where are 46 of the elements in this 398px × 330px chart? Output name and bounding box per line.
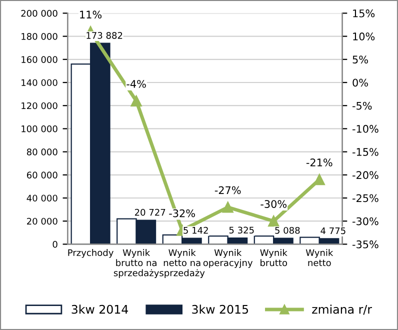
y-tick-label: 80 000: [26, 148, 58, 156]
point: [130, 95, 142, 107]
y2-tick-label: 15%: [353, 9, 375, 18]
y-tick-label: 20 000: [27, 218, 58, 225]
data-label: 5 325: [229, 226, 254, 234]
x-tick-label: Wynik netto: [306, 249, 334, 266]
point: [268, 216, 280, 227]
y2-tick-label: -5%: [352, 102, 372, 110]
data-label: 5 142: [184, 226, 208, 234]
y2-tick-label: 0%: [352, 78, 368, 87]
x-tick-label: Wynik brutto na sprzedaży: [114, 249, 159, 278]
y2-tick-label: -35%: [352, 240, 378, 248]
data-label: -30%: [260, 200, 287, 208]
y-tick-label: 40 000: [26, 194, 58, 202]
y-tick-label: 100 000: [22, 125, 58, 132]
data-label: 20 727: [134, 208, 166, 216]
legend-label: 3kw 2014: [72, 304, 128, 314]
legend-label: zmiana r/r: [312, 304, 372, 315]
data-label: -27%: [214, 186, 241, 194]
x-tick-label: Wynik brutto: [260, 249, 288, 266]
data-label: -32%: [169, 209, 195, 218]
y2-tick-label: -25%: [352, 194, 378, 202]
y2-tick-label: -10%: [352, 124, 378, 133]
x-tick-label: Wynik operacyjny: [203, 249, 253, 268]
y-tick-label: 0: [52, 240, 58, 248]
y2-tick-label: 10%: [353, 32, 375, 40]
y2-tick-label: -15%: [352, 148, 378, 156]
y-tick-label: 120 000: [22, 102, 58, 110]
y2-tick-label: -30%: [352, 217, 378, 226]
data-label: 5 088: [275, 226, 300, 234]
y-tick-label: 60 000: [26, 172, 58, 178]
x-tick-label: Przychody: [68, 249, 114, 258]
data-label: -21%: [306, 158, 332, 166]
y-tick-label: 140 000: [22, 79, 58, 86]
point: [222, 202, 234, 213]
legend-label: 3kw 2015: [192, 304, 248, 314]
y-tick-label: 180 000: [22, 33, 58, 40]
data-label: 11%: [80, 10, 102, 19]
y-tick-label: 160 000: [22, 56, 58, 63]
data-label: 4 775: [320, 227, 346, 234]
y2-tick-label: 5%: [352, 56, 368, 64]
y-tick-label: 200 000: [21, 10, 58, 17]
y2-tick-label: -20%: [352, 171, 378, 180]
x-tick-label: Wynik netto na sprzedaży: [160, 249, 205, 278]
data-label: -4%: [126, 80, 146, 88]
data-label: 173 882: [86, 32, 122, 39]
